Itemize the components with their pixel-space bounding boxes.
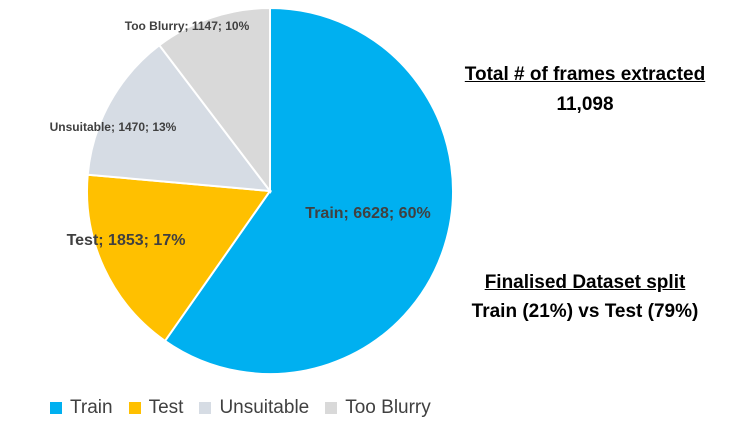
legend-swatch (50, 402, 62, 414)
pie-slice-train (163, 6, 454, 375)
legend-label: Too Blurry (345, 397, 431, 418)
legend-label: Test (148, 397, 184, 418)
chart-legend: Train Test Unsuitable Too Blurry (50, 396, 431, 420)
legend-label: Train (70, 397, 113, 418)
total-frames-value: 11,098 (556, 94, 614, 115)
legend-item-train: Train (50, 397, 113, 419)
legend-item-unsuitable: Unsuitable (199, 397, 309, 419)
total-frames-title: Total # of frames extracted (464, 64, 706, 85)
legend-swatch (325, 402, 338, 414)
pie-slice-test (86, 173, 272, 343)
pie-slice-too-blurry (157, 6, 271, 194)
slice-data-label-unsuitable: Unsuitable; 1470; 13% (50, 120, 177, 134)
legend-swatch (199, 402, 212, 414)
dataset-split-title: Finalised Dataset split (484, 272, 686, 293)
legend-item-too-blurry: Too Blurry (325, 397, 431, 419)
legend-label: Unsuitable (219, 397, 310, 418)
pie-slice-unsuitable (86, 43, 273, 193)
slice-data-label-test: Test; 1853; 17% (67, 232, 186, 249)
legend-item-test: Test (128, 397, 184, 419)
slice-data-label-too-blurry: Too Blurry; 1147; 10% (125, 19, 250, 33)
slice-data-label-train: Train; 6628; 60% (305, 205, 430, 222)
dataset-split-value: Train (21%) vs Test (79%) (471, 301, 699, 322)
legend-swatch (128, 402, 141, 414)
